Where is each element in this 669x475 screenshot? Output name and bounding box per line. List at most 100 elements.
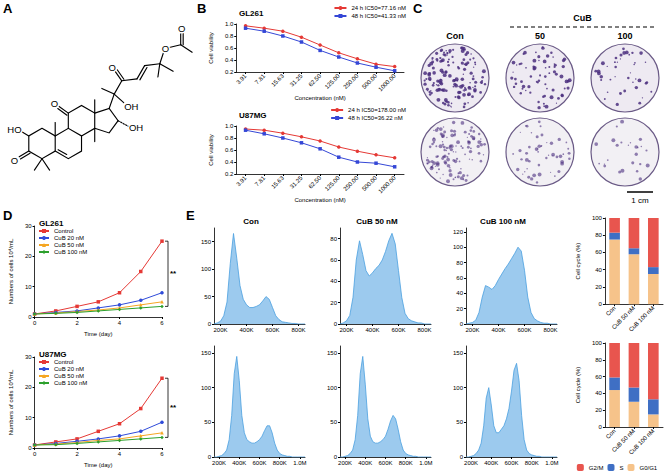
svg-text:6: 6 [160,451,164,457]
svg-text:CuB 100 nM: CuB 100 nM [628,428,656,456]
svg-text:500.00: 500.00 [361,72,379,90]
svg-text:Cell viability: Cell viability [208,32,214,64]
svg-text:U87MG: U87MG [39,350,67,359]
svg-text:CuB 50 nM: CuB 50 nM [54,242,84,248]
svg-text:24 h IC50=178.00 nM: 24 h IC50=178.00 nM [348,107,406,113]
svg-text:20: 20 [25,384,32,390]
svg-text:0: 0 [33,451,37,457]
svg-text:30: 30 [25,223,32,229]
svg-text:400K: 400K [484,460,498,466]
svg-text:40: 40 [595,390,602,396]
svg-text:200K: 200K [212,460,226,466]
svg-text:15.63: 15.63 [270,174,285,189]
svg-text:0: 0 [599,301,603,307]
svg-text:40: 40 [595,267,602,273]
svg-text:200K: 200K [339,327,353,333]
svg-text:CuB 20 nM: CuB 20 nM [54,235,84,241]
svg-text:200K: 200K [338,460,352,466]
svg-text:20: 20 [595,284,602,290]
svg-text:Cell viability: Cell viability [208,134,214,166]
svg-text:50: 50 [330,419,337,425]
svg-text:7.81: 7.81 [254,72,267,85]
svg-text:O: O [178,23,185,34]
svg-text:HO: HO [7,124,21,135]
svg-text:400K: 400K [491,327,505,333]
svg-text:600K: 600K [252,460,266,466]
svg-text:125.00: 125.00 [324,174,342,192]
svg-text:200K: 200K [213,327,227,333]
svg-text:Numbers of cells 10⁴/mL: Numbers of cells 10⁴/mL [8,369,14,435]
svg-text:Concentration (nM): Concentration (nM) [294,95,345,101]
svg-text:100: 100 [453,385,464,391]
svg-text:0: 0 [460,321,464,327]
svg-text:**: ** [170,403,177,412]
svg-text:50: 50 [456,419,463,425]
svg-text:3.91: 3.91 [235,174,248,187]
svg-text:600K: 600K [391,327,405,333]
svg-text:G0/G1: G0/G1 [639,465,657,471]
svg-text:60: 60 [595,249,602,255]
svg-text:G2/M: G2/M [589,465,604,471]
svg-text:0.4: 0.4 [225,57,234,63]
svg-text:2: 2 [75,320,79,326]
svg-text:3.91: 3.91 [235,72,248,85]
svg-text:100: 100 [201,385,212,391]
svg-text:200K: 200K [464,460,478,466]
svg-text:0.4: 0.4 [225,159,234,165]
svg-text:0.6: 0.6 [225,45,234,51]
svg-text:0.2: 0.2 [225,171,234,177]
svg-text:400K: 400K [232,460,246,466]
svg-text:120: 120 [453,229,464,235]
svg-text:0.8: 0.8 [225,135,234,141]
svg-text:CuB 50 nM: CuB 50 nM [356,217,398,226]
svg-text:60: 60 [330,257,337,263]
svg-text:100: 100 [592,340,603,346]
svg-text:Time (day): Time (day) [84,462,112,468]
svg-text:250.00: 250.00 [342,72,360,90]
svg-text:48 h IC50=41.33 nM: 48 h IC50=41.33 nM [351,13,406,19]
svg-text:10: 10 [25,284,32,290]
svg-text:CuB 50 nM: CuB 50 nM [54,373,84,379]
svg-text:1.0: 1.0 [225,21,234,27]
svg-text:800K: 800K [543,327,557,333]
svg-text:600K: 600K [504,460,518,466]
svg-text:62.50: 62.50 [307,72,322,87]
svg-text:400K: 400K [358,460,372,466]
svg-text:1000.00: 1000.00 [377,174,397,194]
svg-text:60: 60 [456,275,463,281]
svg-text:Cell cycle (%): Cell cycle (%) [575,367,581,404]
svg-text:1 cm: 1 cm [631,196,649,205]
svg-text:Control: Control [54,228,73,234]
svg-text:1.0M: 1.0M [293,460,306,466]
svg-text:800K: 800K [273,460,287,466]
svg-text:1.0M: 1.0M [545,460,558,466]
svg-text:Control: Control [54,359,73,365]
svg-text:800K: 800K [525,460,539,466]
svg-text:80: 80 [456,260,463,266]
svg-text:CuB 100 nM: CuB 100 nM [54,249,87,255]
svg-text:800K: 800K [399,460,413,466]
svg-text:20: 20 [25,253,32,259]
svg-text:O: O [109,62,116,73]
svg-text:800K: 800K [417,327,431,333]
svg-text:4: 4 [118,451,122,457]
svg-text:50: 50 [204,294,211,300]
svg-text:7.81: 7.81 [254,174,267,187]
svg-text:1000.00: 1000.00 [377,72,397,92]
svg-text:0: 0 [28,314,32,320]
svg-text:CuB 100 nM: CuB 100 nM [480,217,526,226]
svg-text:Con: Con [243,217,259,226]
svg-text:Numbers of cells 10⁴/mL: Numbers of cells 10⁴/mL [8,238,14,304]
svg-text:30: 30 [25,354,32,360]
svg-text:60: 60 [595,374,602,380]
svg-text:80: 80 [330,236,337,242]
svg-text:24 h IC50=77.16 nM: 24 h IC50=77.16 nM [351,5,406,11]
svg-text:500.00: 500.00 [361,174,379,192]
svg-text:OH: OH [129,122,143,133]
svg-text:125.00: 125.00 [324,72,342,90]
svg-text:200K: 200K [465,327,479,333]
svg-text:0.8: 0.8 [225,33,234,39]
svg-text:0.6: 0.6 [225,147,234,153]
svg-text:Con: Con [605,305,617,317]
svg-text:Con: Con [446,31,464,41]
